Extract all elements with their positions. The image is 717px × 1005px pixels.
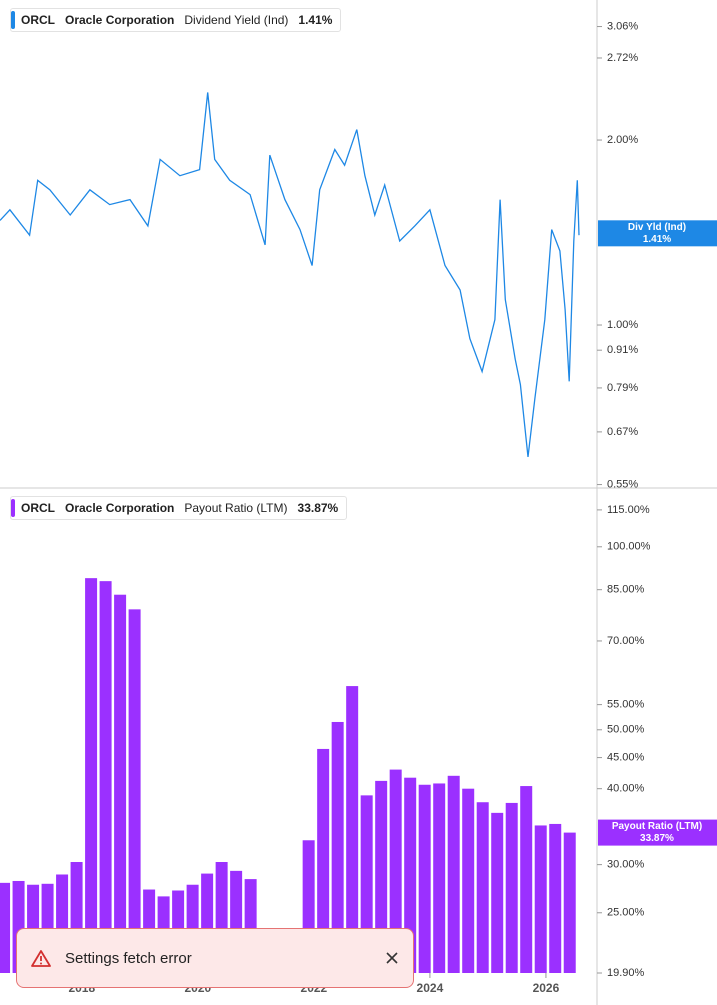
y-tick-label: 1.00% [607,319,638,331]
bar [99,581,112,973]
y-tick-label: 3.06% [607,20,638,32]
legend: ORCL Oracle Corporation Payout Ratio (LT… [10,496,348,520]
bar [549,823,562,973]
value-flag [598,819,717,846]
metric-value: 1.41% [298,13,333,27]
bar [520,786,533,973]
legend: ORCL Oracle Corporation Dividend Yield (… [10,8,342,32]
bar [563,832,576,973]
y-tick-label: 2.72% [607,52,638,64]
ticker: ORCL [21,13,55,27]
metric-value: 33.87% [297,501,339,515]
y-tick-label: 100.00% [607,541,651,553]
bar [462,788,475,973]
y-tick-label: 85.00% [607,584,645,596]
flag-label: Payout Ratio (LTM) [612,821,702,832]
bar [244,879,257,973]
y-tick-label: 19.90% [607,967,645,979]
bar [404,777,417,973]
bar [317,748,330,973]
bar [375,780,388,973]
y-tick-label: 25.00% [607,907,645,919]
ticker: ORCL [21,501,55,515]
y-tick-label: 30.00% [607,859,645,871]
company: Oracle Corporation [65,501,175,515]
flag-value: 33.87% [640,833,674,844]
value-flag [598,220,717,247]
bar [447,775,460,973]
bar [85,578,98,973]
bar [491,812,504,973]
metric: Dividend Yield (Ind) [184,13,289,27]
y-tick-label: 0.79% [607,382,638,394]
bar [505,802,518,973]
close-button[interactable] [385,951,399,965]
bar [114,594,127,973]
error-toast: Settings fetch error [16,928,414,988]
y-tick-label: 115.00% [607,504,650,516]
bar [418,784,431,973]
y-tick-label: 0.67% [607,426,638,438]
metric: Payout Ratio (LTM) [184,501,288,515]
bar [331,721,344,973]
bar [346,686,359,973]
bar [0,882,11,973]
bar [128,609,141,973]
y-tick-label: 0.91% [607,344,638,356]
bar [389,769,402,973]
warning-icon [31,950,51,967]
y-tick-label: 70.00% [607,635,645,647]
y-tick-label: 2.00% [607,134,638,146]
company: Oracle Corporation [65,13,175,27]
bar [534,825,547,973]
flag-label: Div Yld (Ind) [628,222,686,233]
y-tick-label: 50.00% [607,724,645,736]
y-tick-label: 45.00% [607,751,645,763]
y-tick-label: 40.00% [607,783,645,795]
bar [433,783,446,973]
toast-message: Settings fetch error [65,949,192,967]
bar [476,802,489,973]
y-tick-label: 55.00% [607,699,645,711]
y-tick-label: 0.55% [607,478,638,490]
x-tick-label: 2024 [417,981,444,995]
x-tick-label: 2026 [533,981,560,995]
yield-line [0,92,580,457]
flag-value: 1.41% [643,234,671,245]
